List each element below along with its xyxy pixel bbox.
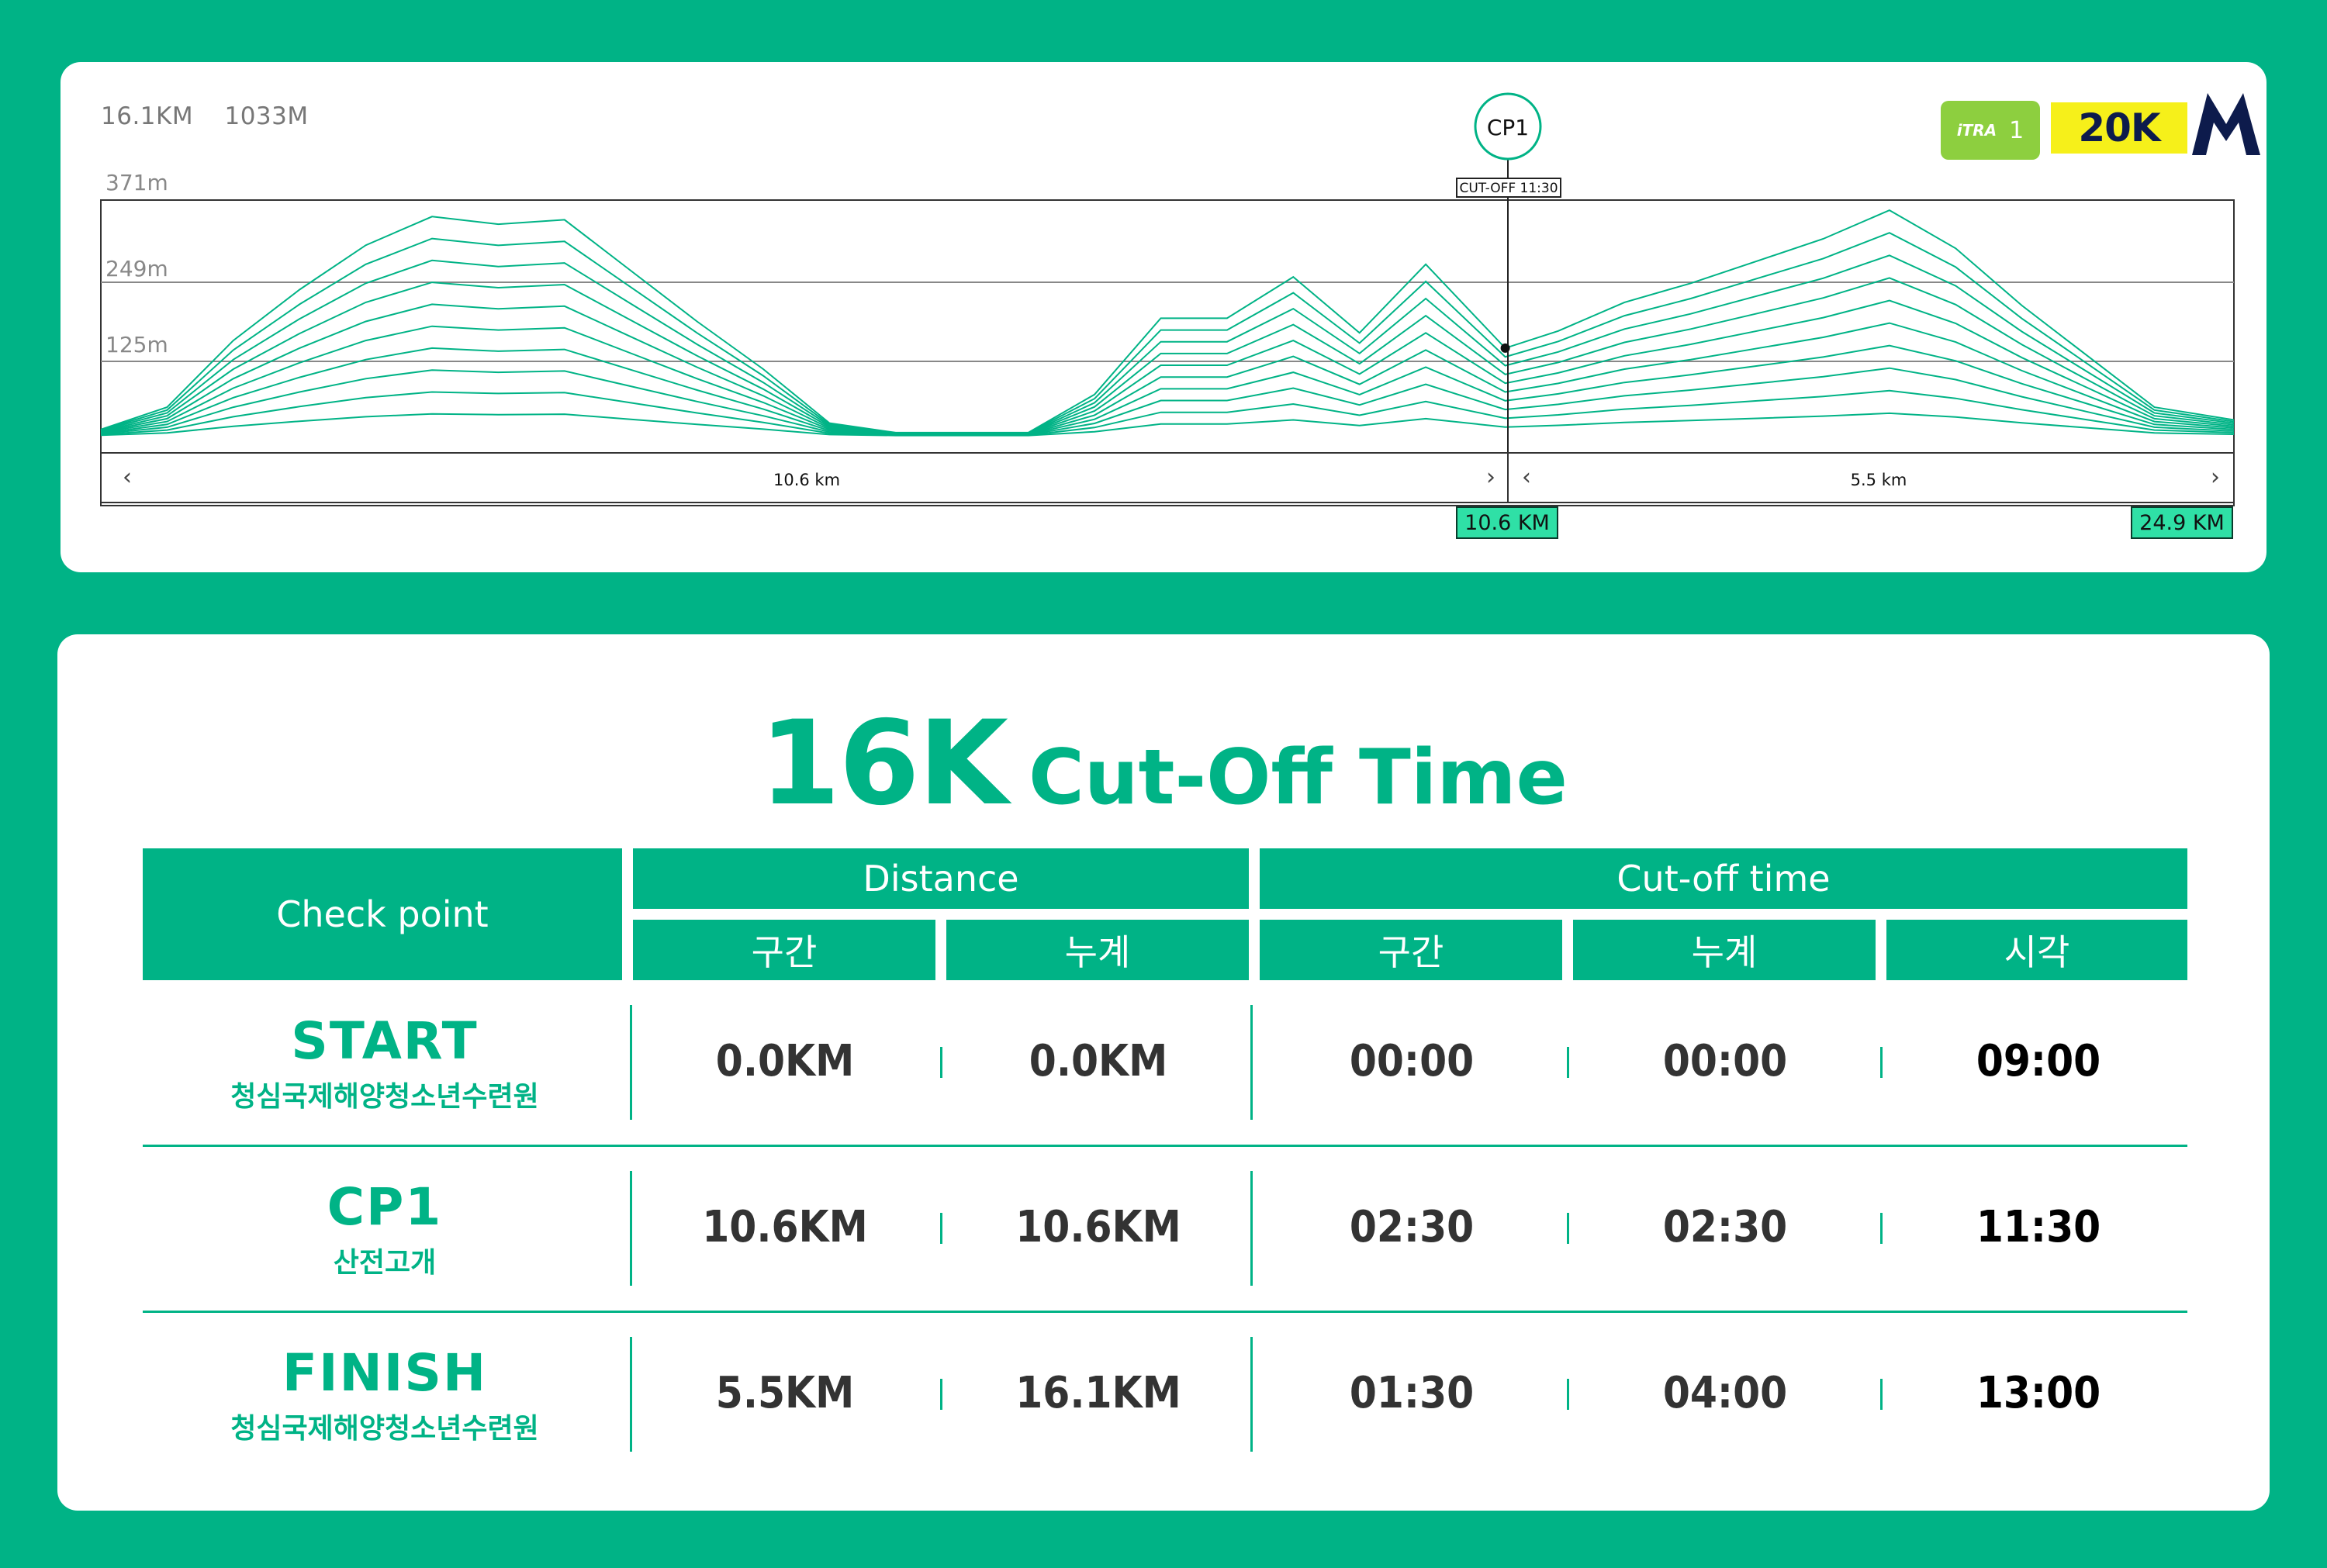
divider (1250, 1005, 1253, 1120)
row-divider (143, 1311, 2187, 1313)
elevation-ridge-line (100, 344, 2235, 436)
elevation-ridge-line (100, 209, 2235, 433)
marker-finish: 24.9 KM (2139, 511, 2225, 535)
marker-finish-box (2131, 506, 2233, 539)
cp1-label: CP1 (1487, 115, 1529, 140)
separator (1880, 1379, 1883, 1410)
checkpoint-name: START (291, 1011, 479, 1071)
separator (1880, 1213, 1883, 1244)
time-segment: 00:00 (1349, 1036, 1475, 1086)
header-time-cumulative: 누계 (1573, 920, 1876, 980)
marker-cp1-box (1456, 506, 1558, 539)
route-stats: 16.1KM 1033M (101, 102, 332, 130)
header-checkpoint: Check point (143, 848, 622, 980)
clock-time: 13:00 (1976, 1368, 2101, 1418)
dist-segment: 10.6KM (702, 1202, 868, 1252)
dist-segment: 5.5KM (715, 1368, 855, 1418)
separator (1567, 1213, 1569, 1244)
elevation-ridges (100, 209, 2235, 437)
separator (940, 1379, 942, 1410)
divider (630, 1005, 632, 1120)
checkpoint-location: 청심국제해양청소년수련원 (230, 1081, 539, 1113)
time-cumulative: 02:30 (1662, 1202, 1788, 1252)
table-row-cp1: CP1 산전고개 (143, 1177, 627, 1280)
elevation-ridge-line (100, 277, 2235, 435)
seg1-next-icon[interactable]: › (1486, 464, 1495, 491)
ytick-371: 371m (105, 170, 168, 195)
elevation-ridge-line (100, 412, 2235, 437)
elevation-ridge-line (100, 367, 2235, 436)
seg2-prev-icon[interactable]: ‹ (1522, 464, 1531, 491)
divider (1250, 1337, 1253, 1452)
header-distance: Distance (633, 848, 1249, 909)
header-time-segment: 구간 (1260, 920, 1562, 980)
itra-badge: iTRA 1 (1941, 101, 2040, 160)
time-segment: 01:30 (1349, 1368, 1475, 1418)
divider (1250, 1171, 1253, 1286)
time-segment: 02:30 (1349, 1202, 1475, 1252)
title-text: Cut-Off Time (1028, 734, 1568, 822)
elevation-ridge-line (100, 322, 2235, 435)
dist-cumulative: 0.0KM (1029, 1036, 1168, 1086)
segment-2-label: 5.5 km (1851, 471, 1907, 489)
cutoff-box (1456, 178, 1561, 198)
itra-logo-text: iTRA (1956, 121, 1997, 140)
elevation-ridge-line (100, 254, 2235, 434)
checkpoint-name: CP1 (327, 1177, 443, 1237)
time-cumulative: 00:00 (1662, 1036, 1788, 1086)
header-clock: 시각 (1886, 920, 2187, 980)
table-title: 16K Cut-Off Time (57, 696, 2270, 831)
separator (1880, 1047, 1883, 1078)
segment-bar (100, 452, 2235, 503)
elevation-ridge-line (100, 389, 2235, 437)
brand-logo-icon (2192, 93, 2260, 155)
cutoff-table-card: 16K Cut-Off Time Check point Distance Cut… (57, 634, 2270, 1511)
time-cumulative: 04:00 (1662, 1368, 1788, 1418)
itra-points: 1 (2009, 116, 2024, 144)
table-row-start: START 청심국제해양청소년수련원 (143, 1011, 627, 1114)
header-dist-cumulative: 누계 (946, 920, 1249, 980)
chart-frame (100, 199, 2235, 506)
dist-segment: 0.0KM (715, 1036, 855, 1086)
checkpoint-location: 산전고개 (333, 1247, 437, 1279)
elevation-chart: 371m 249m 125m CP1 CUT-OFF 11:30 ‹ 10.6 … (100, 92, 2235, 539)
cutoff-text: CUT-OFF 11:30 (1459, 181, 1558, 196)
separator (1567, 1379, 1569, 1410)
seg1-prev-icon[interactable]: ‹ (123, 464, 132, 491)
dist-cumulative: 16.1KM (1015, 1368, 1181, 1418)
separator (940, 1047, 942, 1078)
clock-time: 09:00 (1976, 1036, 2101, 1086)
title-distance: 16K (759, 696, 1008, 831)
divider (630, 1337, 632, 1452)
row-divider (143, 1145, 2187, 1147)
header-cutoff: Cut-off time (1260, 848, 2187, 909)
seg2-next-icon[interactable]: › (2211, 464, 2220, 491)
table-row-finish: FINISH 청심국제해양청소년수련원 (143, 1343, 627, 1446)
ytick-249: 249m (105, 256, 168, 281)
marker-cp1: 10.6 KM (1464, 511, 1550, 535)
total-elevation: 1033M (224, 102, 309, 130)
checkpoint-name: FINISH (282, 1343, 488, 1403)
segment-1-label: 10.6 km (773, 471, 840, 489)
cp1-dot (1500, 343, 1510, 353)
cp1-circle (1474, 92, 1542, 161)
elevation-ridge-line (100, 299, 2235, 435)
ytick-125: 125m (105, 332, 168, 357)
total-distance: 16.1KM (101, 102, 194, 130)
divider (630, 1171, 632, 1286)
separator (940, 1213, 942, 1244)
elevation-profile-card: 16.1KM 1033M 371m 249m 125m CP1 CUT-OFF … (61, 62, 2266, 572)
clock-time: 11:30 (1976, 1202, 2101, 1252)
header-dist-segment: 구간 (633, 920, 935, 980)
race-badge: 20K (2051, 102, 2187, 154)
elevation-ridge-line (100, 232, 2235, 434)
dist-cumulative: 10.6KM (1015, 1202, 1181, 1252)
checkpoint-location: 청심국제해양청소년수련원 (230, 1413, 539, 1445)
separator (1567, 1047, 1569, 1078)
